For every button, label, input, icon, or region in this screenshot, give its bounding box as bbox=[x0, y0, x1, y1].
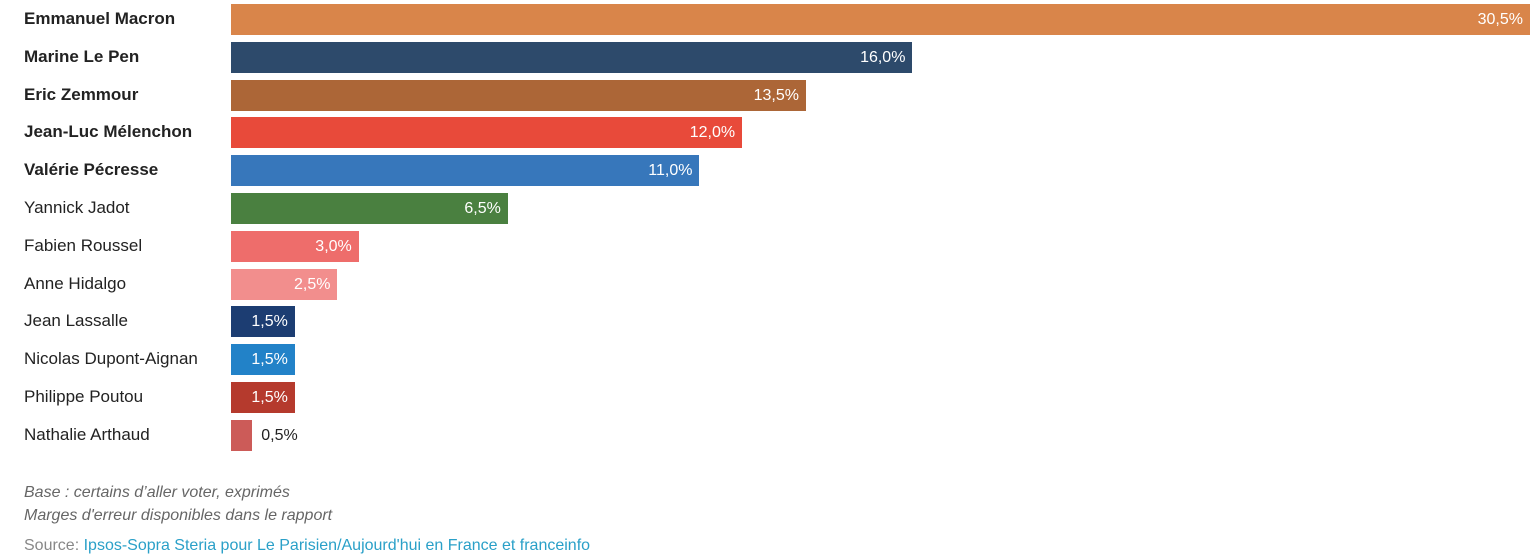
bar bbox=[231, 382, 295, 413]
category-label: Valérie Pécresse bbox=[24, 160, 159, 180]
bar bbox=[231, 419, 253, 451]
bar bbox=[231, 306, 295, 338]
base-note: Base : certains d’aller voter, exprimés bbox=[24, 484, 290, 501]
source-label: Source: bbox=[24, 537, 84, 554]
value-label: 0,5% bbox=[261, 426, 298, 444]
value-label: 30,5% bbox=[1477, 11, 1523, 28]
value-label: 1,5% bbox=[251, 389, 288, 406]
bar bbox=[231, 41, 913, 73]
bar-chart: Emmanuel Macron 30,5% Marine Le Pen 16,0% Er… bbox=[24, 4, 1530, 451]
source-link[interactable]: Ipsos-Sopra Steria pour Le Parisien/Aujo… bbox=[83, 537, 591, 554]
value-label: 16,0% bbox=[860, 48, 906, 66]
value-label: 6,5% bbox=[464, 200, 501, 217]
bar bbox=[231, 268, 338, 300]
category-label: Anne Hidalgo bbox=[24, 273, 127, 293]
bar bbox=[231, 117, 743, 149]
value-label: 12,0% bbox=[689, 124, 736, 142]
value-label: 13,5% bbox=[753, 86, 799, 104]
value-label: 1,5% bbox=[251, 313, 288, 331]
value-label: 1,5% bbox=[251, 351, 288, 369]
category-label: Eric Zemmour bbox=[24, 84, 139, 104]
bar bbox=[231, 193, 508, 224]
category-label: Marine Le Pen bbox=[24, 46, 140, 66]
category-label: Nathalie Arthaud bbox=[24, 424, 150, 444]
bar bbox=[231, 344, 295, 376]
value-label: 2,5% bbox=[294, 275, 331, 293]
category-label: Fabien Roussel bbox=[24, 235, 143, 255]
margin-note: Marges d'erreur disponibles dans le rapp… bbox=[24, 507, 333, 524]
bar bbox=[231, 155, 700, 187]
category-label: Nicolas Dupont-Aignan bbox=[24, 349, 198, 369]
category-label: Emmanuel Macron bbox=[24, 9, 176, 28]
bar bbox=[231, 79, 806, 111]
category-label: Yannick Jadot bbox=[24, 198, 130, 217]
category-label: Jean-Luc Mélenchon bbox=[24, 122, 193, 142]
value-label: 11,0% bbox=[648, 162, 693, 180]
category-label: Jean Lassalle bbox=[24, 311, 128, 331]
source-line: Source: Ipsos-Sopra Steria pour Le Paris… bbox=[24, 537, 590, 555]
bar bbox=[231, 230, 359, 262]
category-label: Philippe Poutou bbox=[24, 387, 144, 406]
bar bbox=[231, 4, 1530, 35]
value-label: 3,0% bbox=[315, 237, 352, 255]
